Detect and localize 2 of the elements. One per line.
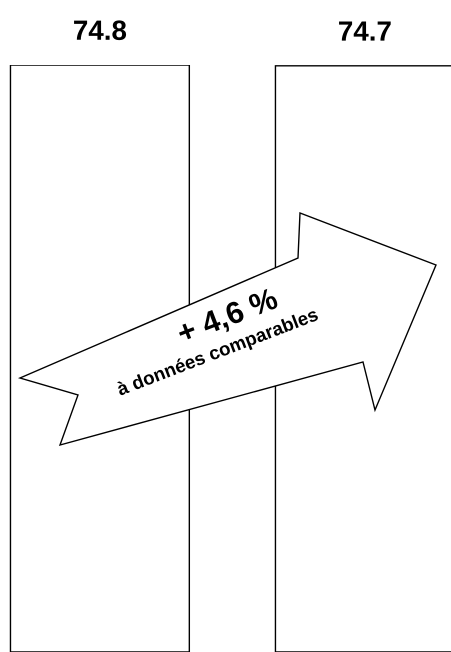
- data-label: 74.8: [74, 20, 126, 40]
- data-label: 74.7: [339, 21, 391, 41]
